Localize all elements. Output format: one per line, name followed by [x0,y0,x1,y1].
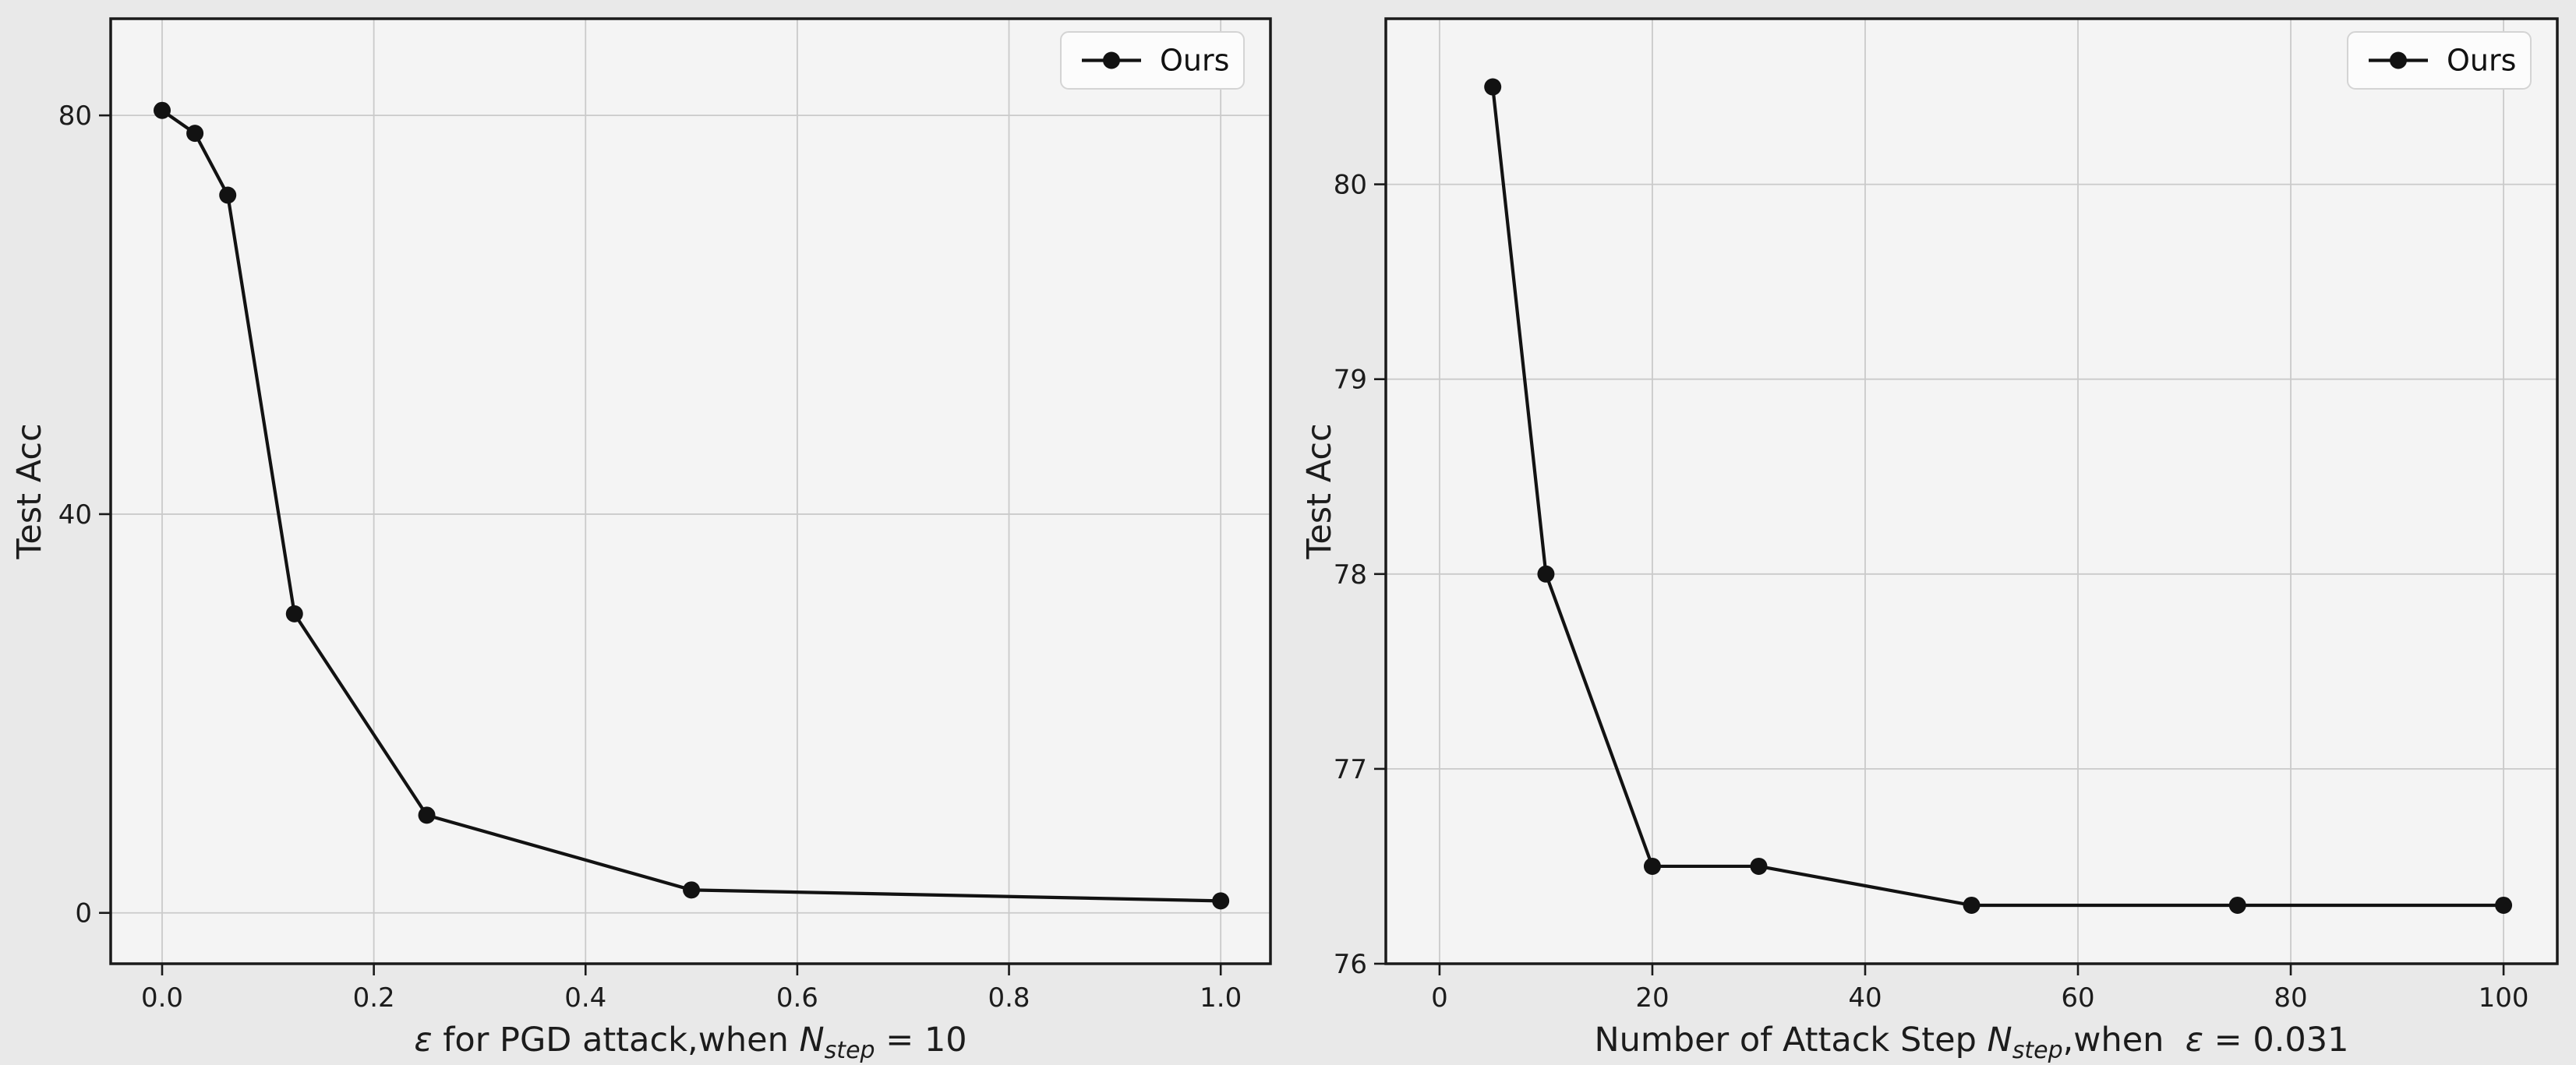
data-point-marker [1963,896,1981,914]
data-point-marker [2495,896,2513,914]
data-point-marker [219,186,237,204]
x-axis-label-part: ,when [2063,1021,2186,1060]
data-point-marker [154,101,171,119]
x-axis-label-part: N [1988,1021,2012,1060]
x-tick-label: 80 [2274,982,2307,1014]
y-tick-label: 80 [58,101,92,132]
x-axis-label: Number of Attack Step Nstep,when ε = 0.0… [1595,1021,2349,1064]
x-tick-label: 0.6 [776,982,818,1014]
axes-spines [1384,17,2559,965]
legend-marker-icon [2390,51,2407,69]
legend-box [2347,31,2532,90]
legend-label: Ours [1160,44,1229,78]
data-point-marker [285,605,303,622]
x-axis-label-part: step [825,1037,875,1064]
y-tick-label: 76 [1334,949,1367,980]
y-tick-label: 78 [1334,559,1367,591]
data-point-marker [1643,857,1661,875]
data-point-marker [2228,896,2246,914]
data-point-marker [683,881,701,899]
x-axis-label-part: = 10 [875,1021,967,1060]
legend: Ours [2347,31,2532,90]
x-axis-label-part: ε [2186,1021,2203,1060]
x-axis-label: ε for PGD attack,when Nstep = 10 [414,1021,966,1064]
plot-area [1386,19,2557,964]
data-point-marker [418,806,436,824]
data-point-marker [1750,857,1768,875]
x-axis-label-part: ε [414,1021,432,1060]
x-tick-label: 100 [2479,982,2529,1014]
legend: Ours [1060,31,1245,90]
x-axis-label-part: for PGD attack,when [433,1021,800,1060]
y-tick-label: 79 [1334,365,1367,396]
legend-label: Ours [2447,44,2516,78]
chart-right-attack-steps: 0 20 40 60 80 100 76 77 78 79 80 Number of Attack S… [1300,17,2559,1064]
x-tick-label: 0.0 [141,982,183,1014]
y-tick-label: 40 [58,499,92,531]
legend-marker-icon [1103,51,1120,69]
axes-spines [109,17,1272,965]
y-axis-label: Test Acc [1300,423,1339,559]
y-tick-label: 80 [1334,170,1367,201]
x-tick-label: 0 [1431,982,1448,1014]
x-tick-label: 0.8 [988,982,1030,1014]
x-tick-label: 0.4 [564,982,606,1014]
plot-area [111,19,1270,964]
data-point-marker [1537,565,1555,583]
data-point-marker [1484,78,1502,96]
chart-left-pgd-epsilon: 0.0 0.2 0.4 0.6 0.8 1.0 0 40 80 ε for PGD attack,… [10,17,1272,1064]
x-axis-label-part: N [800,1021,825,1060]
x-tick-label: 20 [1635,982,1669,1014]
y-tick-label: 77 [1334,754,1367,785]
data-point-marker [1212,892,1230,910]
x-tick-label: 60 [2061,982,2094,1014]
y-tick-label: 0 [75,898,92,929]
x-axis-label-part: Number of Attack Step [1595,1021,1988,1060]
x-tick-label: 1.0 [1200,982,1242,1014]
data-point-marker [186,125,204,143]
x-axis-label-part: = 0.031 [2203,1021,2348,1060]
legend-box [1060,31,1245,90]
x-tick-label: 40 [1848,982,1882,1014]
y-axis-label: Test Acc [10,423,49,559]
x-axis-label-part: step [2012,1037,2063,1064]
x-tick-label: 0.2 [353,982,395,1014]
